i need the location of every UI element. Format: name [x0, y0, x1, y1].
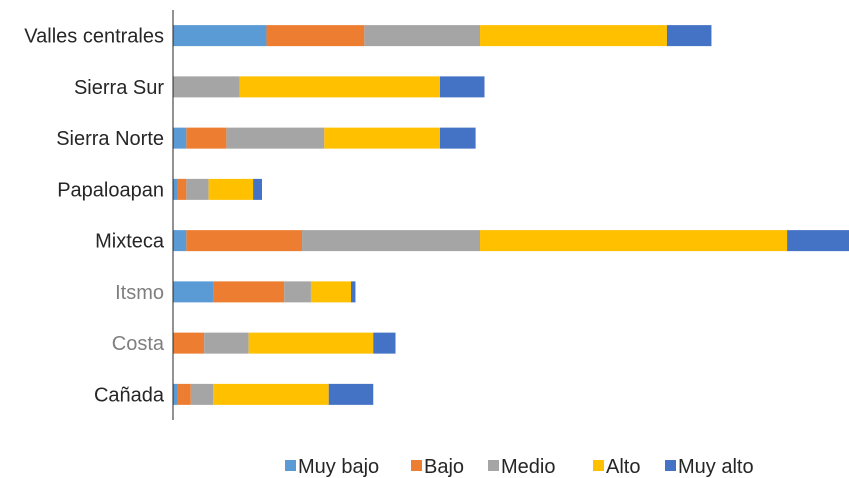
bar-itsmo-alto — [310, 281, 351, 303]
bar-canada-muy-bajo — [173, 383, 178, 405]
bar-canada-muy-alto — [328, 383, 374, 405]
legend-label-muy-bajo: Muy bajo — [298, 456, 379, 478]
category-label: Papaloapan — [57, 179, 164, 201]
bar-itsmo-muy-bajo — [173, 281, 214, 303]
bar-sierra-sur-medio — [173, 76, 240, 98]
category-label: Sierra Sur — [74, 77, 164, 99]
category-label: Valles centrales — [24, 26, 164, 48]
category-label: Costa — [112, 333, 165, 355]
category-label: Cañada — [94, 384, 165, 406]
bar-sierra-norte-medio — [226, 127, 325, 149]
bar-costa-bajo — [173, 332, 205, 354]
bar-sierra-norte-muy-alto — [440, 127, 476, 149]
category-labels: Valles centrales Sierra Sur Sierra Norte Pa… — [24, 26, 165, 407]
legend-swatch-medio — [488, 460, 499, 471]
legend-swatch-muy-alto — [665, 460, 676, 471]
bar-valles-centrales-bajo — [266, 25, 365, 47]
legend-swatch-muy-bajo — [285, 460, 296, 471]
legend-label-muy-alto: Muy alto — [678, 456, 754, 478]
bar-itsmo-bajo — [213, 281, 285, 303]
bar-costa-medio — [204, 332, 249, 354]
bar-costa-muy-alto — [373, 332, 396, 354]
bar-sierra-sur-muy-alto — [440, 76, 485, 98]
bar-mixteca-muy-alto — [787, 230, 849, 252]
bar-valles-centrales-medio — [364, 25, 481, 47]
bar-canada-alto — [213, 383, 329, 405]
bar-itsmo-medio — [284, 281, 311, 303]
legend: Muy bajo Bajo Medio Alto Muy alto — [285, 456, 754, 478]
bar-canada-bajo — [177, 383, 191, 405]
category-label: Sierra Norte — [56, 128, 164, 150]
bar-sierra-norte-muy-bajo — [173, 127, 187, 149]
bar-mixteca-muy-bajo — [173, 230, 187, 252]
legend-swatch-alto — [593, 460, 604, 471]
legend-label-bajo: Bajo — [424, 456, 464, 478]
category-label: Mixteca — [95, 231, 165, 253]
bar-sierra-sur-alto — [239, 76, 440, 98]
category-label: Itsmo — [115, 282, 164, 304]
bar-sierra-norte-alto — [324, 127, 440, 149]
bar-canada-medio — [190, 383, 214, 405]
bar-valles-centrales-muy-alto — [666, 25, 712, 47]
bar-mixteca-alto — [480, 230, 788, 252]
bar-costa-alto — [248, 332, 374, 354]
bar-mixteca-bajo — [186, 230, 303, 252]
legend-label-medio: Medio — [501, 456, 555, 478]
bar-mixteca-medio — [302, 230, 481, 252]
bar-itsmo-muy-alto — [351, 281, 356, 303]
bar-valles-centrales-muy-bajo — [173, 25, 267, 47]
legend-swatch-bajo — [411, 460, 422, 471]
bar-papaloapan-alto — [208, 178, 254, 200]
bar-papaloapan-muy-alto — [253, 178, 262, 200]
bar-papaloapan-medio — [186, 178, 209, 200]
bar-papaloapan-bajo — [177, 178, 187, 200]
bar-sierra-norte-bajo — [186, 127, 227, 149]
bars-group — [173, 25, 849, 405]
bar-papaloapan-muy-bajo — [173, 178, 178, 200]
bar-valles-centrales-alto — [480, 25, 667, 47]
legend-label-alto: Alto — [606, 456, 640, 478]
